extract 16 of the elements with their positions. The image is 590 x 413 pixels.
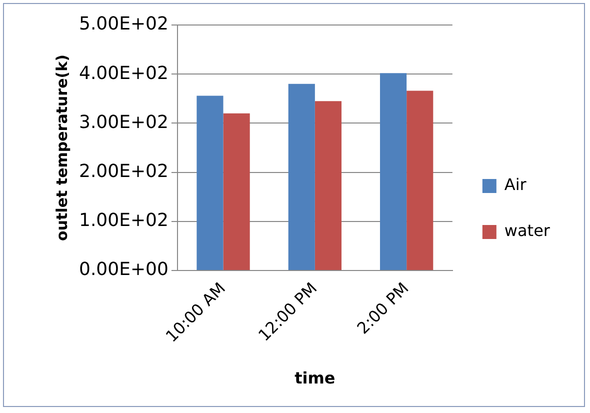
legend-label: Air [504, 175, 527, 194]
bar [314, 101, 342, 270]
y-tick-label: 4.00E+02 [79, 62, 168, 84]
y-tick-label: 0.00E+00 [79, 259, 168, 280]
bar [223, 113, 250, 270]
legend-label: water [504, 221, 550, 240]
y-tick-label: 3.00E+02 [79, 112, 168, 133]
y-tick-label: 5.00E+02 [79, 14, 168, 35]
y-tick-label: 1.00E+02 [79, 210, 168, 232]
bar [406, 90, 434, 270]
y-tick-label: 2.00E+02 [79, 160, 168, 182]
y-axis-title: outlet temperature(k) [52, 54, 71, 241]
bar [196, 96, 224, 270]
bar [288, 84, 315, 270]
bar [380, 73, 407, 270]
x-axis-title: time [294, 368, 336, 388]
